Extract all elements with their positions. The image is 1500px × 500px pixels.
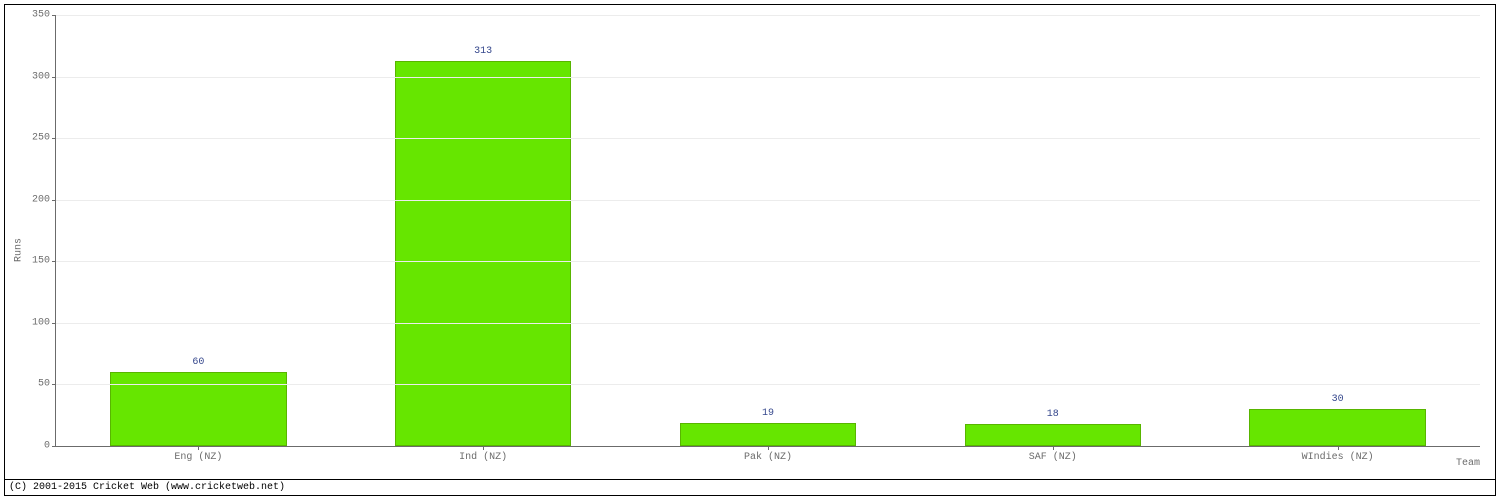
bar-slot: 30WIndies (NZ) [1195, 15, 1480, 446]
grid-line [56, 384, 1480, 385]
grid-line [56, 323, 1480, 324]
grid-line [56, 15, 1480, 16]
bar-slot: 18SAF (NZ) [910, 15, 1195, 446]
x-tick-label: Ind (NZ) [459, 446, 507, 463]
x-axis-title: Team [1456, 458, 1480, 469]
y-tick-label: 200 [32, 194, 56, 205]
y-tick-label: 50 [38, 379, 56, 390]
x-tick-label: SAF (NZ) [1029, 446, 1077, 463]
chart-frame: Runs 60Eng (NZ)313Ind (NZ)19Pak (NZ)18SA… [4, 4, 1496, 496]
y-tick-label: 350 [32, 10, 56, 21]
y-axis-title: Runs [14, 238, 25, 262]
bar-slot: 313Ind (NZ) [341, 15, 626, 446]
bar-value-label: 313 [474, 46, 492, 57]
y-tick-label: 150 [32, 256, 56, 267]
bar-slot: 19Pak (NZ) [626, 15, 911, 446]
bar-value-label: 18 [1047, 409, 1059, 420]
bar [395, 61, 572, 446]
bar [1249, 409, 1426, 446]
grid-line [56, 77, 1480, 78]
y-tick-label: 250 [32, 133, 56, 144]
x-tick-label: Pak (NZ) [744, 446, 792, 463]
grid-line [56, 200, 1480, 201]
bar-value-label: 60 [192, 357, 204, 368]
copyright-text: (C) 2001-2015 Cricket Web (www.cricketwe… [5, 479, 1495, 495]
bar [680, 423, 857, 446]
bar-value-label: 30 [1332, 394, 1344, 405]
grid-line [56, 261, 1480, 262]
x-tick-label: Eng (NZ) [174, 446, 222, 463]
y-tick-label: 100 [32, 317, 56, 328]
bar [965, 424, 1142, 446]
bar-value-label: 19 [762, 408, 774, 419]
y-tick-label: 300 [32, 71, 56, 82]
plot-area: 60Eng (NZ)313Ind (NZ)19Pak (NZ)18SAF (NZ… [55, 15, 1480, 447]
bar-slot: 60Eng (NZ) [56, 15, 341, 446]
grid-line [56, 138, 1480, 139]
y-tick-label: 0 [44, 441, 56, 452]
x-tick-label: WIndies (NZ) [1302, 446, 1374, 463]
bar-group: 60Eng (NZ)313Ind (NZ)19Pak (NZ)18SAF (NZ… [56, 15, 1480, 446]
bar [110, 372, 287, 446]
